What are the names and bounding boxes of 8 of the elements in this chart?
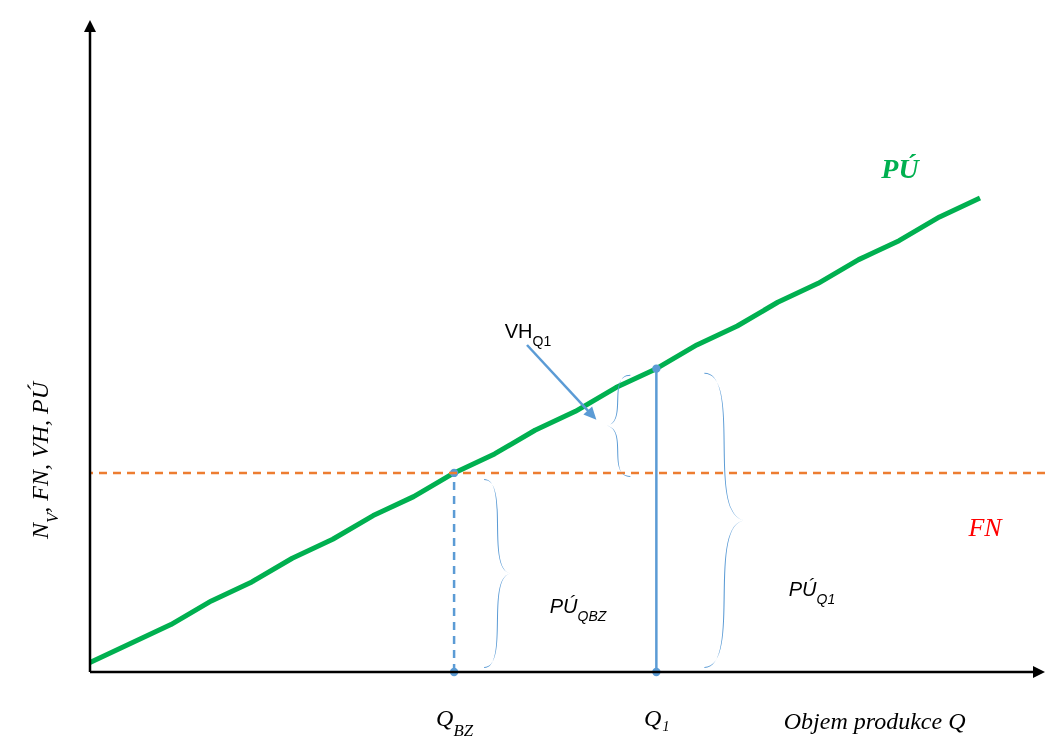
x-tick-label: Q$_{BZ}$ — [436, 704, 474, 738]
annotation: VH$_{Q1}$ — [504, 320, 552, 349]
annotation: PÚ$_{Q1}$ — [788, 578, 836, 607]
annotation: PÚ$_{QBZ}$ — [549, 595, 607, 624]
series-label: PÚ — [880, 153, 921, 184]
x-axis-title: Objem produkce Q — [783, 707, 966, 734]
ref-line-label: FN — [967, 512, 1004, 542]
x-tick-label: Q₁ — [644, 704, 670, 731]
